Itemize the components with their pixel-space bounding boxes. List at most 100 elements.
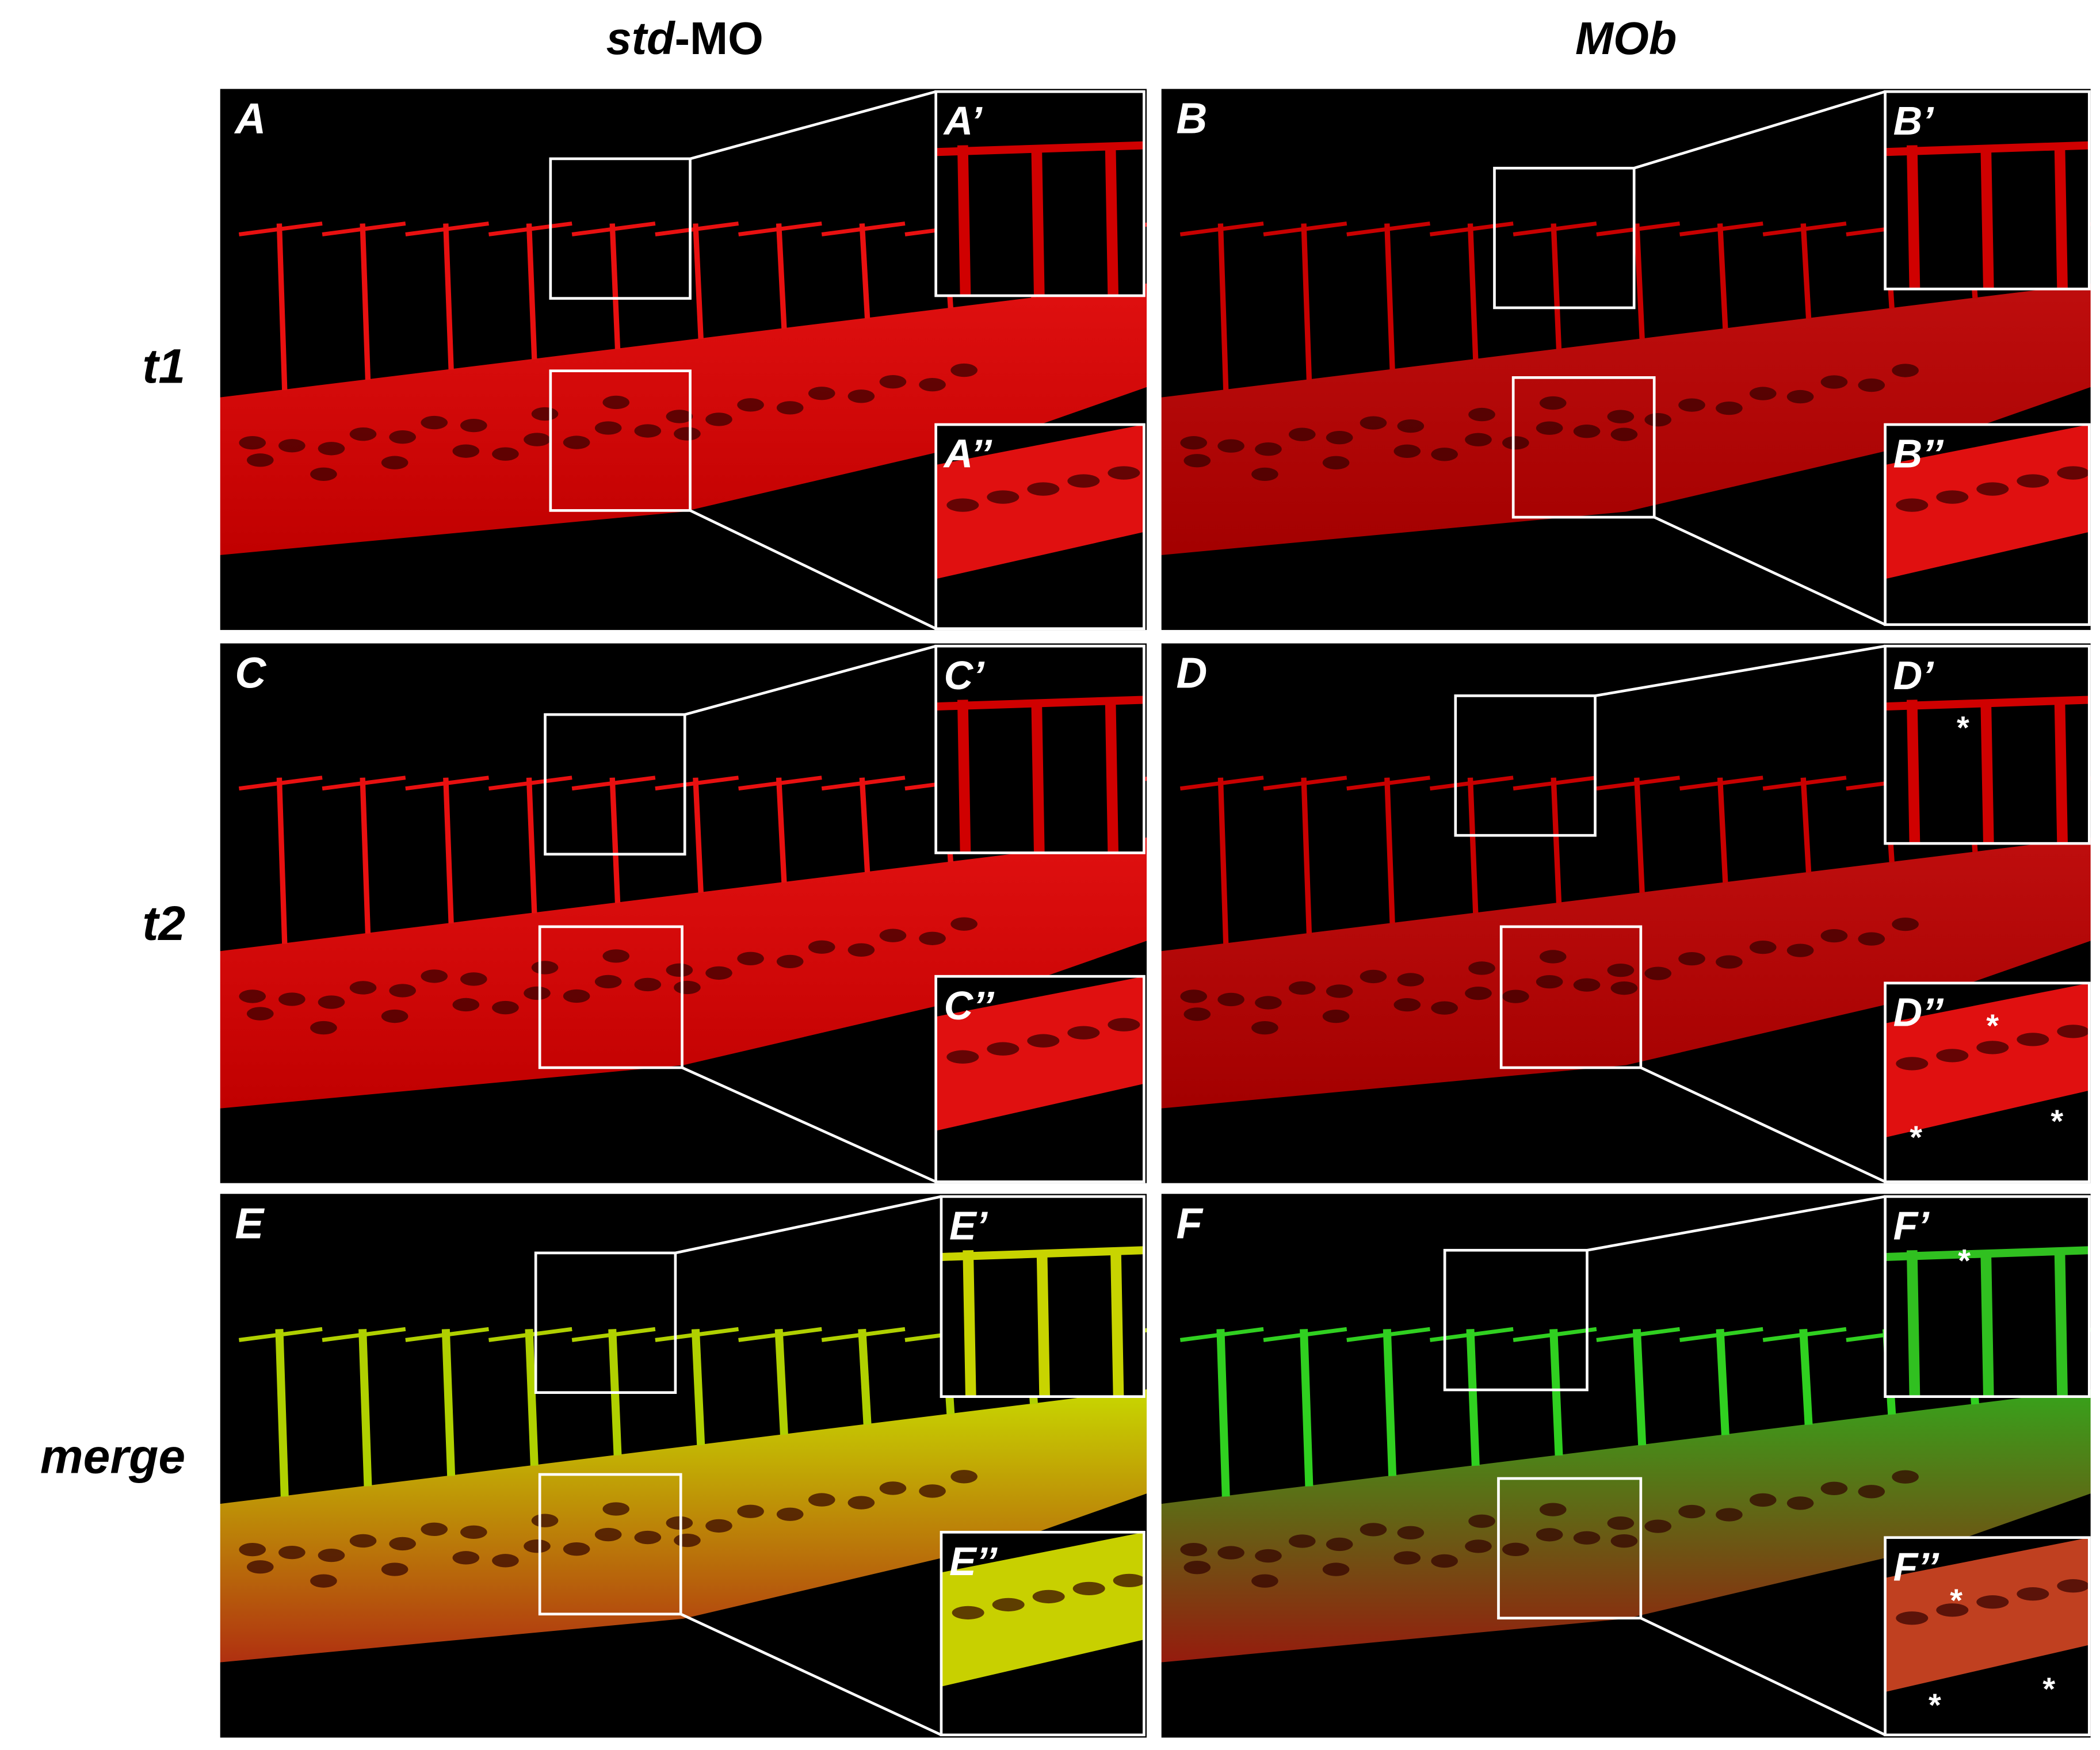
lumen [1251, 467, 1278, 482]
lumen [634, 977, 662, 992]
lumen [847, 389, 875, 403]
lumen [1976, 1041, 2009, 1054]
lumen [563, 435, 590, 449]
column-header: MOb [1575, 13, 1677, 64]
lumen [594, 1527, 622, 1542]
isv [1717, 777, 1728, 883]
lumen [1217, 992, 1244, 1007]
lumen [246, 1007, 274, 1021]
lumen [1180, 1542, 1208, 1557]
lumen [1892, 917, 1919, 931]
panel-border [217, 640, 1150, 1186]
dlav [405, 221, 489, 236]
inset [936, 91, 1144, 296]
isv [1384, 777, 1395, 924]
inset [1885, 91, 2090, 289]
dlav [488, 775, 572, 791]
trunk [936, 425, 1144, 579]
lumen [531, 961, 559, 975]
lumen [666, 963, 693, 977]
lumen [1108, 1018, 1140, 1031]
lumen [1326, 1537, 1353, 1552]
lumen [1468, 961, 1495, 975]
lumen [246, 1560, 274, 1574]
lumen [2057, 466, 2090, 480]
lumen [1896, 1611, 1929, 1625]
isv [360, 223, 371, 380]
lumen [1539, 950, 1567, 964]
lumen [1393, 1551, 1421, 1565]
isv [1105, 145, 1119, 296]
dlav [1513, 1327, 1597, 1342]
panel-label: B [1176, 94, 1207, 143]
dlav [821, 221, 906, 236]
lumen [879, 375, 907, 389]
lumen [987, 1042, 1020, 1056]
lumen [2057, 1579, 2090, 1593]
zoom-box [538, 925, 684, 1069]
column-header-plain: -MO [675, 13, 763, 64]
lumen [1255, 1549, 1282, 1563]
isv [1906, 1250, 1920, 1397]
isv [693, 777, 704, 893]
isv [859, 223, 870, 319]
inset [941, 1532, 1144, 1735]
lumen [452, 998, 480, 1012]
panel-border [1159, 86, 2094, 633]
lumen [1607, 410, 1635, 423]
dlav [1263, 221, 1347, 236]
lumen [705, 412, 732, 426]
dlav [1346, 221, 1430, 236]
isv [1301, 777, 1312, 934]
lumen [666, 410, 693, 423]
connector [1633, 90, 1886, 170]
lumen [460, 1525, 487, 1539]
inset-label: F’ [1893, 1203, 1930, 1248]
lumen [1393, 444, 1421, 458]
lumen [1858, 378, 1885, 392]
connector [1640, 1066, 1886, 1183]
inset-border [1884, 644, 2091, 845]
inset-border [940, 1195, 1146, 1398]
inset-label: C’’ [944, 983, 995, 1028]
lumen [634, 1530, 662, 1545]
isv [609, 777, 621, 903]
lumen [1255, 996, 1282, 1010]
lumen [705, 966, 732, 980]
inset-label: E’’ [949, 1539, 998, 1584]
connector [1654, 515, 1886, 626]
isv [693, 223, 704, 339]
lumen [1431, 1001, 1458, 1015]
isv [1031, 700, 1045, 853]
lumen [602, 949, 630, 963]
dlav [936, 141, 1144, 156]
isv [1906, 145, 1920, 289]
lumen [1183, 1560, 1211, 1575]
zoom-box [1499, 925, 1643, 1069]
lumen [1032, 1589, 1065, 1604]
zoom-box [1454, 694, 1597, 837]
asterisk: * [2049, 1103, 2063, 1139]
lumen [1536, 421, 1563, 435]
lumen [1976, 1595, 2009, 1609]
lumen [1896, 498, 1929, 512]
asterisk: * [2041, 1671, 2055, 1707]
lumen [531, 407, 559, 421]
lumen [1067, 1026, 1100, 1040]
lumen [1393, 998, 1421, 1012]
inset-label: E’ [949, 1203, 988, 1248]
lumen [239, 436, 266, 450]
isv [1217, 777, 1229, 944]
lumen [492, 1554, 519, 1568]
lumen [1397, 973, 1425, 987]
lumen [1536, 1528, 1563, 1542]
lumen [2017, 1033, 2049, 1046]
lumen [1322, 456, 1350, 469]
column-header-italic: std [606, 13, 676, 64]
inset [1885, 1537, 2090, 1735]
lumen [239, 989, 266, 1003]
lumen [1288, 981, 1316, 995]
isv [1800, 777, 1812, 873]
zoom-box [549, 369, 692, 512]
isv [609, 223, 621, 350]
